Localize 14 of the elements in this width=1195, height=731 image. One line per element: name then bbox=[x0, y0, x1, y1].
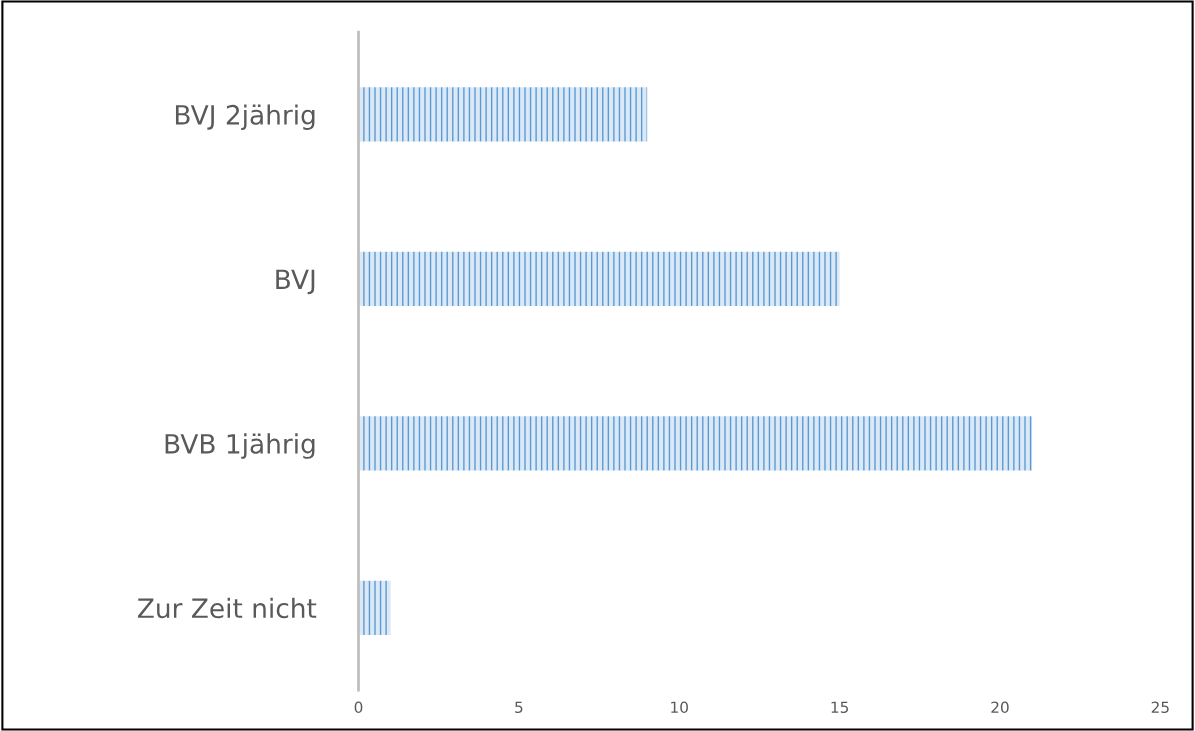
y-tick-label: BVJ 2jährig bbox=[175, 104, 315, 130]
y-tick-label: BVB 1jährig bbox=[165, 433, 315, 459]
x-tick-label: 0 bbox=[354, 701, 363, 713]
x-tick-label: 15 bbox=[831, 701, 848, 713]
x-tick-label: 5 bbox=[515, 701, 523, 713]
bar bbox=[358, 87, 648, 142]
x-tick-label: 25 bbox=[1151, 701, 1169, 713]
y-tick-label: BVJ bbox=[276, 269, 315, 295]
bar bbox=[358, 580, 391, 635]
y-tick-label: Zur Zeit nicht bbox=[137, 597, 317, 619]
x-tick-label: 20 bbox=[991, 701, 1009, 713]
bar bbox=[358, 416, 1033, 471]
bar bbox=[358, 251, 840, 307]
x-tick-label: 10 bbox=[671, 701, 688, 713]
